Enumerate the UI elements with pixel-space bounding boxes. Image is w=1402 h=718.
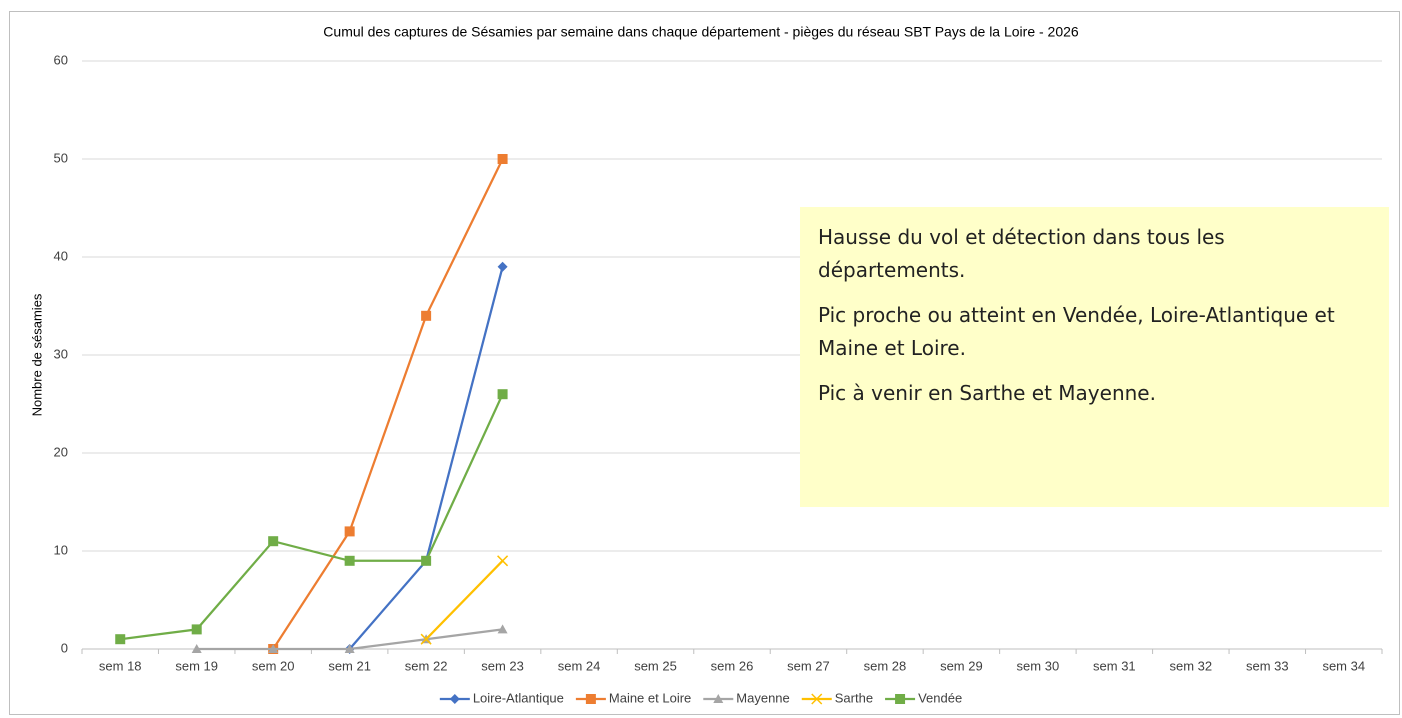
x-tick-label: sem 34 <box>1322 658 1365 673</box>
marker <box>497 624 508 634</box>
y-tick-label: 10 <box>54 542 68 557</box>
annotation: Pic à venir en Sarthe et Mayenne. <box>818 381 1156 405</box>
series-line <box>120 393 504 641</box>
x-tick-label: sem 26 <box>711 658 754 673</box>
marker <box>497 389 508 400</box>
marker <box>421 555 432 566</box>
marker <box>497 154 508 164</box>
annotation-box: Hausse du vol et détection dans tous les… <box>800 207 1389 507</box>
x-tick-label: sem 20 <box>252 658 295 673</box>
x-tick-label: sem 29 <box>940 658 983 673</box>
x-tick-label: sem 31 <box>1093 658 1136 673</box>
marker <box>585 694 596 704</box>
marker <box>811 693 823 705</box>
x-tick-label: sem 27 <box>787 658 830 673</box>
legend-label: Vendée <box>918 690 962 705</box>
legend-label: Maine et Loire <box>609 690 691 705</box>
marker <box>713 694 724 703</box>
x-tick-label: sem 23 <box>481 658 524 673</box>
x-tick-label: sem 28 <box>864 658 907 673</box>
marker <box>420 633 432 645</box>
annotation: Hausse du vol et détection dans tous les… <box>818 225 1225 282</box>
marker <box>344 555 355 566</box>
y-axis-label: Nombre de sésamies <box>29 293 44 416</box>
marker <box>344 526 355 537</box>
marker <box>191 644 202 653</box>
series-line <box>425 560 504 640</box>
marker <box>268 536 279 547</box>
marker <box>344 644 355 653</box>
y-tick-label: 50 <box>54 150 68 165</box>
x-tick-label: sem 32 <box>1170 658 1213 673</box>
legend: Loire-Atlantique Maine et Loire Mayenne Sar… <box>439 690 962 705</box>
y-tick-label: 20 <box>54 444 68 459</box>
legend-label: Loire-Atlantique <box>473 690 564 705</box>
marker <box>421 310 432 321</box>
marker <box>449 694 460 704</box>
x-tick-label: sem 19 <box>175 658 218 673</box>
x-tick-label: sem 24 <box>558 658 601 673</box>
legend-label: Sarthe <box>835 690 873 705</box>
x-tick-label: sem 25 <box>634 658 677 673</box>
x-tick-label: sem 21 <box>328 658 371 673</box>
x-tick-label: sem 30 <box>1017 658 1060 673</box>
y-tick-label: 40 <box>54 248 68 263</box>
x-tick-label: sem 22 <box>405 658 448 673</box>
marker <box>497 261 508 272</box>
annotation: Pic proche ou atteint en Vendée, Loire-A… <box>818 303 1335 360</box>
marker <box>191 624 202 635</box>
y-tick-label: 30 <box>54 346 68 361</box>
x-tick-label: sem 33 <box>1246 658 1289 673</box>
marker <box>115 634 126 645</box>
chart-title: Cumul des captures de Sésamies par semai… <box>323 24 1079 40</box>
marker <box>497 555 509 567</box>
marker <box>895 694 906 704</box>
y-tick-label: 0 <box>61 640 68 655</box>
legend-label: Mayenne <box>736 690 789 705</box>
series-line <box>272 158 504 650</box>
y-tick-label: 60 <box>54 52 68 67</box>
marker <box>268 644 279 653</box>
x-tick-label: sem 18 <box>99 658 142 673</box>
